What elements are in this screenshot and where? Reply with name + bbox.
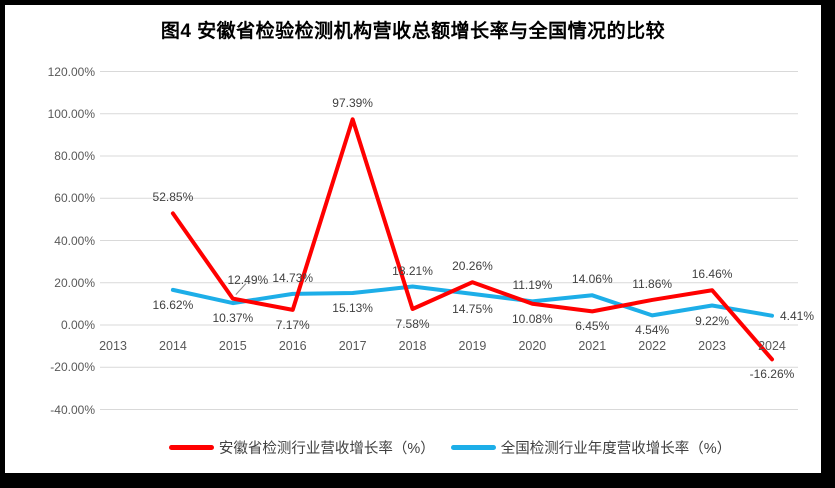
- series-line-anhui: [170, 117, 774, 362]
- x-axis-tick: 2015: [218, 339, 247, 353]
- x-axis-tick: 2020: [518, 339, 547, 353]
- y-axis-tick: 40.00%: [54, 233, 95, 248]
- series-line-national: [170, 284, 774, 318]
- legend-label: 安徽省检测行业营收增长率（%）: [218, 441, 435, 457]
- y-axis-tick: 80.00%: [54, 149, 95, 163]
- y-axis-tick: 100.00%: [47, 106, 95, 121]
- data-label-anhui: 10.08%: [512, 311, 553, 326]
- data-label-anhui: 7.58%: [395, 316, 430, 331]
- x-axis-tick: 2022: [638, 339, 667, 353]
- y-axis-tick: 120.00%: [47, 64, 95, 79]
- y-axis-tick: 20.00%: [54, 275, 95, 290]
- data-label-national: 4.54%: [635, 323, 670, 338]
- x-axis-tick: 2018: [398, 339, 427, 353]
- x-axis-tick: 2021: [578, 339, 607, 353]
- data-label-anhui: 52.85%: [152, 190, 194, 205]
- x-axis-tick: 2019: [458, 339, 487, 353]
- data-label-anhui: 97.39%: [332, 96, 373, 111]
- y-axis-tick: 0.00%: [60, 318, 95, 332]
- data-label-national: 14.75%: [452, 301, 493, 316]
- data-label-anhui: 16.46%: [691, 267, 733, 282]
- data-label-national: 14.73%: [272, 270, 314, 285]
- data-label-anhui: 20.26%: [452, 259, 493, 274]
- data-label-national: 16.62%: [152, 297, 194, 312]
- data-label-anhui: 12.49%: [227, 272, 269, 287]
- data-label-national: 9.22%: [695, 313, 730, 328]
- x-axis-tick: 2017: [338, 339, 367, 353]
- y-axis-tick: -40.00%: [50, 402, 95, 417]
- y-axis-tick: -20.00%: [50, 360, 95, 375]
- data-label-anhui: 7.17%: [275, 317, 310, 332]
- label-leader-line: [235, 283, 247, 295]
- plot-area: [100, 71, 798, 410]
- legend: 安徽省检测行业营收增长率（%） 全国检测行业年度营收增长率（%）: [100, 437, 800, 458]
- chart-canvas: 图4 安徽省检验检测机构营收总额增长率与全国情况的比较 120.00% 100.0…: [5, 5, 821, 473]
- x-axis-tick: 2024: [758, 339, 786, 353]
- data-label-anhui: 11.86%: [632, 276, 673, 291]
- x-axis-tick: 2023: [698, 339, 726, 353]
- data-label-anhui: -16.26%: [749, 367, 795, 382]
- data-label-national: 15.13%: [332, 301, 373, 316]
- x-axis-tick: 2014: [159, 339, 187, 353]
- legend-line-swatch-national: [450, 445, 496, 450]
- legend-line-swatch-anhui: [168, 445, 214, 450]
- chart-title: 图4 安徽省检验检测机构营收总额增长率与全国情况的比较: [160, 21, 666, 42]
- data-label-national: 4.41%: [779, 308, 815, 323]
- x-axis-tick: 2016: [278, 339, 307, 353]
- data-label-national: 18.21%: [392, 263, 433, 278]
- legend-label: 全国检测行业年度营收增长率（%）: [500, 441, 732, 457]
- data-label-national: 14.06%: [571, 272, 613, 287]
- data-label-national: 11.19%: [512, 278, 553, 293]
- x-axis-tick: 2013: [99, 339, 127, 353]
- legend-item-national: 全国检测行业年度营收增长率（%）: [450, 437, 732, 458]
- legend-item-anhui: 安徽省检测行业营收增长率（%）: [168, 437, 435, 458]
- y-axis-tick: 60.00%: [54, 191, 95, 206]
- data-label-national: 10.37%: [212, 311, 254, 326]
- data-label-anhui: 6.45%: [575, 319, 610, 334]
